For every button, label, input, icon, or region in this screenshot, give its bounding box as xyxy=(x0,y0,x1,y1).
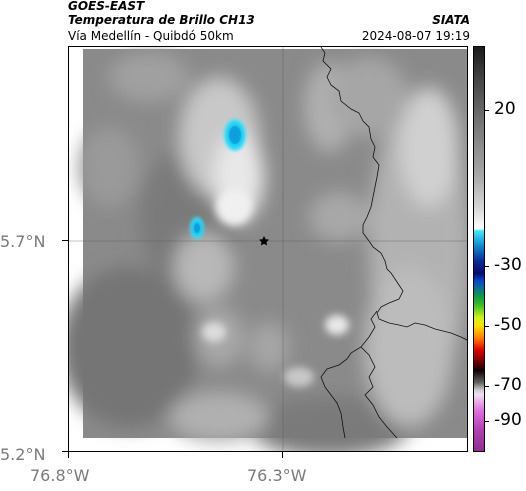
colorbar-tick xyxy=(485,421,489,422)
colorbar-label: -90 xyxy=(494,410,522,430)
timestamp-label: 2024-08-07 19:19 xyxy=(361,29,470,43)
colorbar-tick xyxy=(485,326,489,327)
star-icon xyxy=(259,236,269,246)
colorbar-tick xyxy=(485,110,489,111)
lat-tick xyxy=(62,451,68,452)
colorbar-tick xyxy=(485,266,489,267)
lat-tick xyxy=(62,240,68,241)
latitude-label: 5.2°N xyxy=(0,445,46,464)
lon-tick xyxy=(282,452,283,458)
latitude-label: 5.7°N xyxy=(0,232,46,251)
colorbar-label: 20 xyxy=(494,99,516,119)
colorbar-tick xyxy=(485,386,489,387)
organization-label: SIATA xyxy=(432,13,470,27)
department-border-line xyxy=(320,310,378,439)
longitude-label: 76.3°W xyxy=(247,466,307,485)
brightness-field xyxy=(69,49,467,451)
lon-tick xyxy=(68,452,69,458)
satellite-title: GOES-EAST xyxy=(68,0,145,13)
map-image xyxy=(69,47,467,451)
colorbar xyxy=(473,46,485,452)
colorbar-label: -30 xyxy=(494,255,522,275)
region-subtitle: Vía Medellín - Quibdó 50km xyxy=(68,29,234,43)
longitude-label: 76.8°W xyxy=(30,466,90,485)
colorbar-label: -70 xyxy=(494,375,522,395)
department-border-line xyxy=(360,346,398,439)
satellite-map xyxy=(68,46,468,452)
product-title: Temperatura de Brillo CH13 xyxy=(68,13,255,27)
colorbar-label: -50 xyxy=(494,315,522,335)
